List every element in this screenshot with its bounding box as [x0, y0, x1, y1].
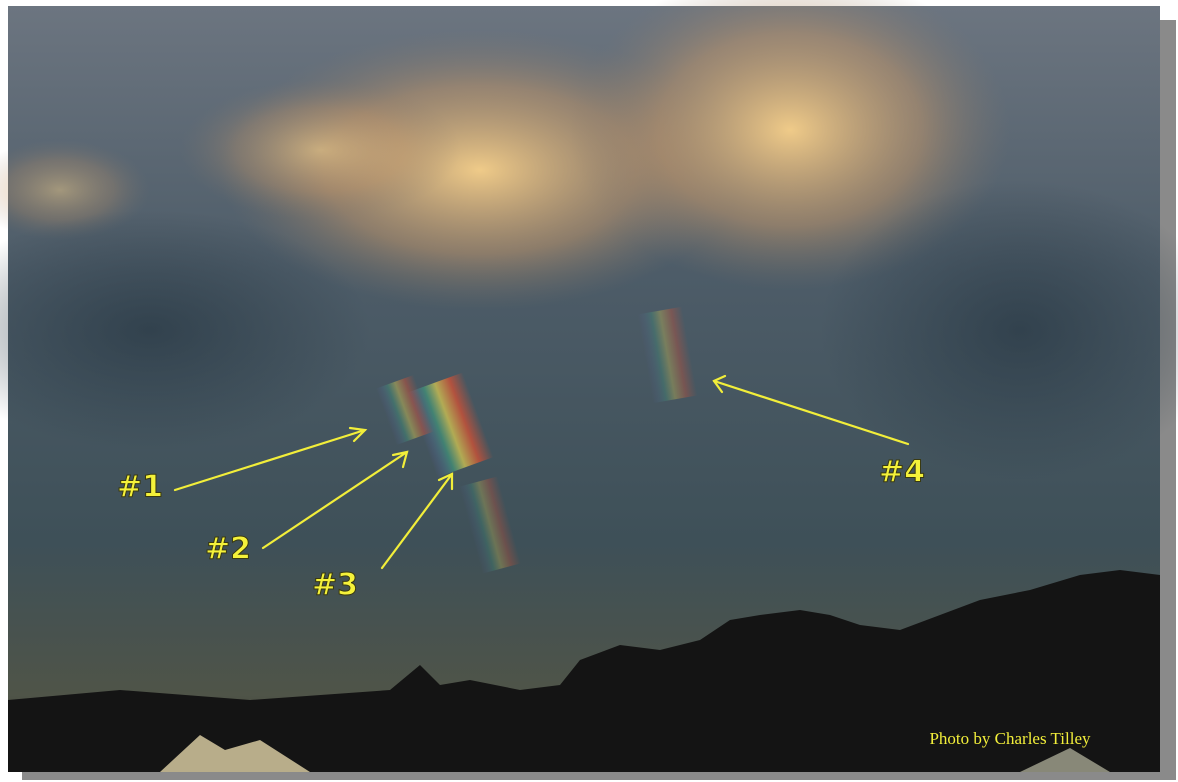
photo-credit: Photo by Charles Tilley — [929, 729, 1091, 748]
page: #1 #2 #3 #4 Photo by Charles Tilley (() … — [0, 0, 1178, 782]
annotation-label: #3 — [312, 568, 358, 603]
annotation-label: #4 — [879, 455, 925, 490]
annotation-label: #1 — [117, 470, 163, 505]
annotation-label: #2 — [205, 532, 251, 567]
cloud-glow — [180, 80, 460, 220]
photo-frame: #1 #2 #3 #4 Photo by Charles Tilley — [0, 0, 1178, 782]
